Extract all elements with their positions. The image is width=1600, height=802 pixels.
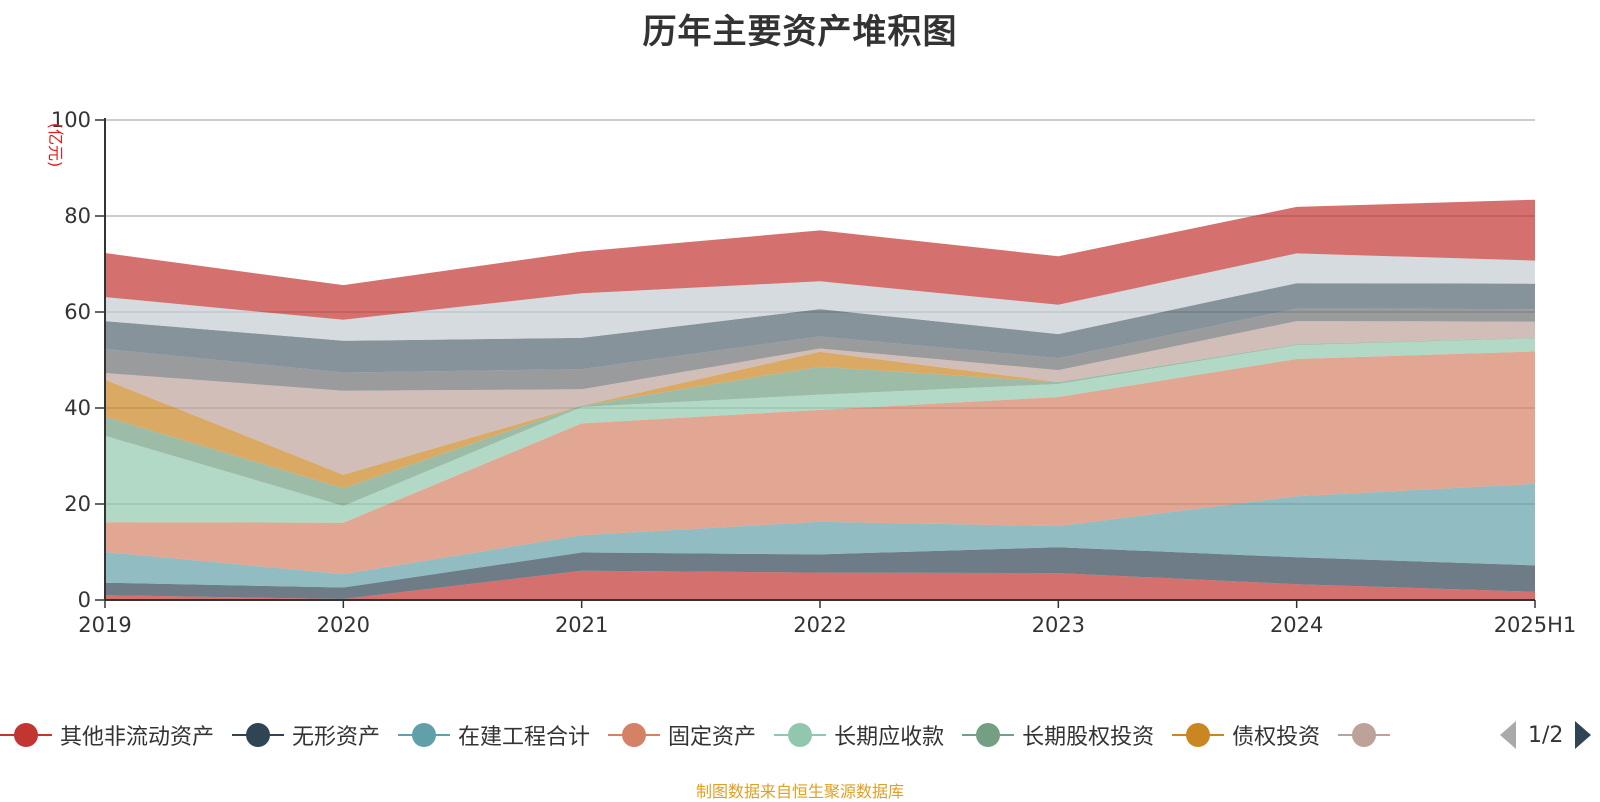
area-layer bbox=[105, 199, 1535, 600]
legend-marker-icon bbox=[0, 722, 52, 748]
legend-marker-icon bbox=[608, 722, 661, 748]
legend-next-page-icon[interactable] bbox=[1575, 721, 1592, 749]
legend-label: 其他非流动资产 bbox=[60, 725, 215, 750]
legend-item[interactable] bbox=[1338, 722, 1398, 748]
chart-title: 历年主要资产堆积图 bbox=[642, 12, 958, 52]
y-tick-label: 80 bbox=[64, 204, 91, 228]
legend-item[interactable]: 其他非流动资产 bbox=[0, 719, 214, 751]
x-tick-label: 2024 bbox=[1270, 613, 1323, 637]
legend-label: 无形资产 bbox=[292, 725, 381, 750]
area-series-0[interactable] bbox=[105, 570, 1535, 600]
y-tick-label: 60 bbox=[64, 300, 91, 324]
legend-marker-icon bbox=[1338, 722, 1391, 748]
x-tick-label: 2023 bbox=[1032, 613, 1085, 637]
x-tick-label: 2019 bbox=[78, 613, 131, 637]
y-tick-label: 40 bbox=[64, 396, 91, 420]
area-series-9[interactable] bbox=[105, 283, 1535, 373]
axis-layer: 0 20 40 60 80 100 2019 2020 2021 2022 2023 2024 2025… bbox=[51, 108, 1576, 637]
area-series-11[interactable] bbox=[105, 199, 1535, 320]
y-axis-unit-label: (亿元) bbox=[46, 123, 65, 168]
source-note: 制图数据来自恒生聚源数据库 bbox=[695, 782, 904, 801]
legend-label: 长期股权投资 bbox=[1022, 725, 1155, 750]
legend: 其他非流动资产 无形资产 在建工程合计 固定资产 长期应收款 长期股权投资 债权投资 bbox=[0, 718, 1600, 752]
x-tick-label: 2021 bbox=[555, 613, 608, 637]
legend-item[interactable]: 债权投资 bbox=[1172, 719, 1320, 751]
legend-label: 固定资产 bbox=[668, 725, 757, 750]
area-series-8[interactable] bbox=[105, 308, 1535, 391]
area-series-4[interactable] bbox=[105, 338, 1535, 523]
area-series-1[interactable] bbox=[105, 547, 1535, 599]
legend-label: 在建工程合计 bbox=[458, 725, 591, 750]
legend-marker-icon bbox=[1172, 722, 1225, 748]
legend-label: 长期应收款 bbox=[834, 725, 945, 750]
y-tick-label: 20 bbox=[64, 492, 91, 516]
legend-item[interactable]: 长期应收款 bbox=[774, 719, 944, 751]
legend-label: 债权投资 bbox=[1232, 725, 1321, 750]
legend-marker-icon bbox=[232, 722, 285, 748]
y-tick-label: 100 bbox=[51, 108, 91, 132]
legend-marker-icon bbox=[774, 722, 827, 748]
legend-pager: 1/2 bbox=[1500, 718, 1592, 752]
area-series-5[interactable] bbox=[105, 337, 1535, 506]
area-series-7[interactable] bbox=[105, 321, 1535, 475]
x-tick-label: 2022 bbox=[793, 613, 846, 637]
x-tick-label: 2025H1 bbox=[1494, 613, 1577, 637]
legend-prev-page-icon[interactable] bbox=[1500, 721, 1516, 749]
legend-marker-icon bbox=[398, 722, 451, 748]
area-series-3[interactable] bbox=[105, 351, 1535, 575]
area-series-10[interactable] bbox=[105, 253, 1535, 341]
legend-item[interactable]: 长期股权投资 bbox=[962, 719, 1154, 751]
area-series-2[interactable] bbox=[105, 483, 1535, 588]
legend-item[interactable]: 固定资产 bbox=[608, 719, 756, 751]
stacked-area-chart: 0 20 40 60 80 100 2019 2020 2021 2022 2023 2024 2025… bbox=[46, 108, 1576, 637]
x-tick-label: 2020 bbox=[317, 613, 370, 637]
legend-marker-icon bbox=[962, 722, 1015, 748]
y-tick-label: 0 bbox=[78, 588, 91, 612]
legend-item[interactable]: 无形资产 bbox=[232, 719, 380, 751]
legend-item[interactable]: 在建工程合计 bbox=[398, 719, 590, 751]
legend-page-indicator: 1/2 bbox=[1528, 722, 1564, 748]
